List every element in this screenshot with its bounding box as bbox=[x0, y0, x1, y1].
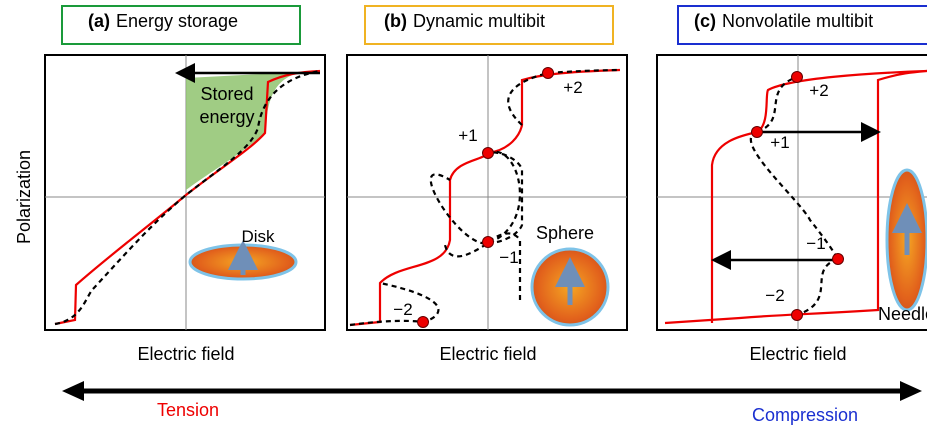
decoration bbox=[792, 72, 803, 83]
panel-frame bbox=[657, 55, 927, 330]
panel-title: (c) Nonvolatile multibit bbox=[694, 11, 873, 31]
state-label: +2 bbox=[563, 78, 582, 97]
decoration bbox=[833, 254, 844, 265]
shape-label: Sphere bbox=[536, 223, 594, 243]
panel-title: (b) Dynamic multibit bbox=[384, 11, 545, 31]
state-label: +1 bbox=[458, 126, 477, 145]
tension-label: Tension bbox=[157, 400, 219, 420]
shape-label: Needle bbox=[878, 304, 927, 324]
x-label: Electric field bbox=[439, 344, 536, 364]
state-label: −1 bbox=[806, 234, 825, 253]
state-label: +1 bbox=[770, 133, 789, 152]
annotation: Stored bbox=[200, 84, 253, 104]
decoration bbox=[792, 310, 803, 321]
state-label: −1 bbox=[499, 248, 518, 267]
decoration bbox=[543, 68, 554, 79]
shape-label: Disk bbox=[241, 227, 275, 246]
decoration bbox=[418, 317, 429, 328]
panel-frame bbox=[45, 55, 325, 330]
y-label: Polarization bbox=[14, 150, 34, 244]
panel-title: (a) Energy storage bbox=[88, 11, 238, 31]
curve bbox=[751, 77, 838, 315]
decoration bbox=[483, 148, 494, 159]
curve bbox=[488, 152, 522, 243]
figure: Polarization (a) Energy storage Stored en… bbox=[0, 0, 927, 430]
state-label: −2 bbox=[393, 300, 412, 319]
decoration: Dynamic multibit bbox=[413, 11, 545, 31]
decoration bbox=[483, 237, 494, 248]
decoration bbox=[752, 127, 763, 138]
decoration: Energy storage bbox=[116, 11, 238, 31]
decoration: Nonvolatile multibit bbox=[722, 11, 873, 31]
state-label: −2 bbox=[765, 286, 784, 305]
decoration: (c) bbox=[694, 11, 716, 31]
decoration: (a) bbox=[88, 11, 110, 31]
state-label: +2 bbox=[809, 81, 828, 100]
decoration: (b) bbox=[384, 11, 407, 31]
annotation: energy bbox=[199, 107, 254, 127]
compression-label: Compression bbox=[752, 405, 858, 425]
x-label: Electric field bbox=[749, 344, 846, 364]
x-label: Electric field bbox=[137, 344, 234, 364]
